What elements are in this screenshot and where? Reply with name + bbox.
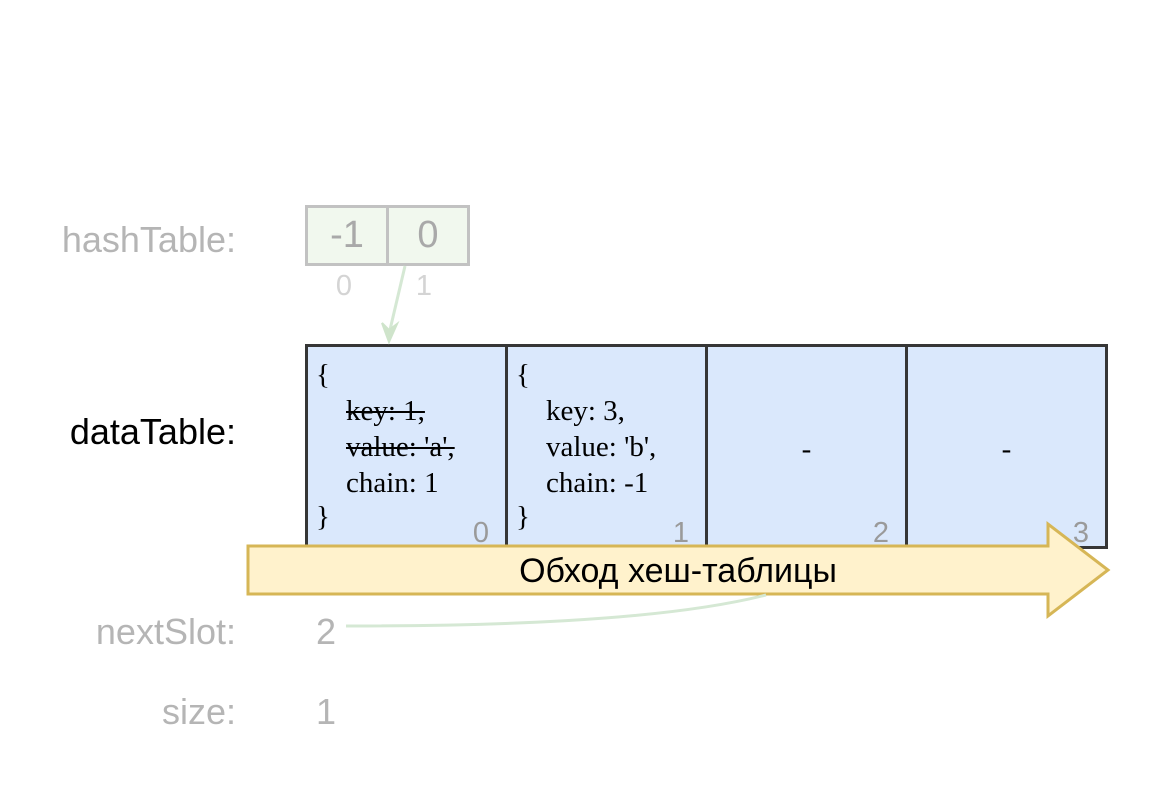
data-cell-3: - 3: [905, 344, 1108, 549]
data-cell-0: { key: 1, value: 'a', chain: 1 } 0: [305, 344, 508, 549]
hash-pointer-arrow: [387, 265, 407, 335]
entry-chain: chain: -1: [546, 467, 649, 499]
size-value: 1: [316, 691, 337, 732]
data-index-0: 0: [472, 517, 489, 549]
data-cell-2: - 2: [705, 344, 908, 549]
next-slot-pointer: [345, 593, 767, 628]
close-brace: }: [516, 501, 530, 533]
entry-key: key: 3,: [546, 395, 625, 427]
entry-key: key: 1,: [346, 395, 425, 427]
entry-value: value: 'a',: [346, 431, 455, 463]
entry-value: value: 'b',: [546, 431, 657, 463]
size-label: size:: [161, 691, 236, 732]
traversal-arrow-shape: [246, 520, 1111, 620]
open-brace: {: [316, 359, 330, 391]
hash-pointer-arrowhead: [381, 320, 400, 345]
close-brace: }: [316, 501, 330, 533]
empty-slot-marker: -: [1001, 433, 1012, 465]
data-table-label: dataTable:: [69, 411, 236, 452]
data-index-2: 2: [872, 517, 889, 549]
hash-index-0: 0: [335, 270, 353, 302]
open-brace: {: [516, 359, 530, 391]
empty-slot-marker: -: [801, 433, 812, 465]
hash-cell-1: 0: [386, 205, 470, 266]
data-index-1: 1: [672, 517, 689, 549]
next-slot-value: 2: [316, 611, 337, 652]
traversal-arrow-label: Обход хеш-таблицы: [519, 551, 837, 590]
data-index-3: 3: [1072, 517, 1089, 549]
entry-chain: chain: 1: [346, 467, 439, 499]
next-slot-label: nextSlot:: [95, 611, 236, 652]
hash-index-1: 1: [415, 270, 433, 302]
hash-table-label: hashTable:: [61, 219, 236, 260]
hash-cell-0: -1: [305, 205, 389, 266]
